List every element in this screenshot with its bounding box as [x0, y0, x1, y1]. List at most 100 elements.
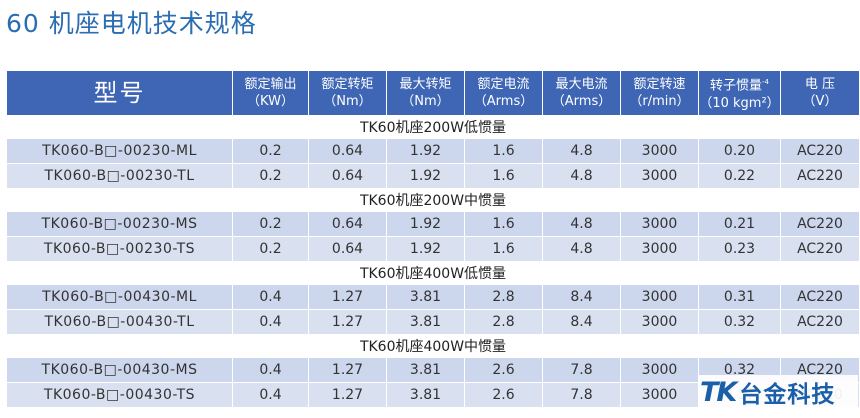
model-cell: TK060-B□-00230-TS — [6, 236, 233, 262]
header-label: 额定转速 — [633, 77, 686, 92]
spec-cell: AC220 — [780, 284, 860, 310]
spec-cell: 3000 — [620, 309, 699, 335]
spec-cell: AC220 — [780, 163, 860, 189]
spec-cell: 3.81 — [386, 309, 465, 335]
header-max-current: 最大电流 （Arms） — [542, 70, 621, 116]
spec-cell: 0.2 — [232, 211, 309, 237]
spec-cell: 3000 — [620, 163, 699, 189]
header-label: 最大电流 — [555, 77, 608, 92]
spec-cell: AC220 — [780, 138, 860, 164]
spec-cell: 0.64 — [308, 163, 387, 189]
spec-cell: 0.4 — [232, 309, 309, 335]
group-title: TK60机座400W中惯量 — [6, 334, 860, 358]
spec-cell: 4.8 — [542, 138, 621, 164]
spec-cell: 0.32 — [698, 309, 781, 335]
header-unit: （KW） — [247, 94, 294, 109]
spec-cell: 0.21 — [698, 211, 781, 237]
spec-cell: 0.23 — [698, 236, 781, 262]
spec-cell: 1.6 — [464, 163, 543, 189]
spec-cell: 0.4 — [232, 284, 309, 310]
spec-cell: 0.64 — [308, 236, 387, 262]
group-row: TK60机座400W中惯量 — [6, 334, 860, 358]
spec-cell: 0.20 — [698, 138, 781, 164]
header-unit: （Arms） — [473, 94, 534, 109]
spec-cell: 8.4 — [542, 309, 621, 335]
spec-table: 型号 额定输出 （KW） 额定转矩 （Nm） 最大转矩 （Nm） 额定电流 （Arms）… — [6, 70, 860, 408]
header-rated-current: 额定电流 （Arms） — [464, 70, 543, 116]
model-cell: TK060-B□-00230-ML — [6, 138, 233, 164]
header-voltage: 电 压 （V） — [780, 70, 860, 116]
model-cell: TK060-B□-00430-MS — [6, 357, 233, 383]
header-label: 电 压 — [804, 77, 836, 92]
header-label: 最大转矩 — [399, 77, 452, 92]
header-label: 转子惯量 — [710, 78, 763, 94]
spec-cell: 0.31 — [698, 284, 781, 310]
table-row: TK060-B□-00230-TS 0.2 0.64 1.92 1.6 4.8 3000 0.… — [6, 236, 860, 262]
table-header-row: 型号 额定输出 （KW） 额定转矩 （Nm） 最大转矩 （Nm） 额定电流 （Arms）… — [6, 70, 860, 116]
header-unit: （10 kgm²） — [699, 95, 780, 111]
model-cell: TK060-B□-00230-MS — [6, 211, 233, 237]
spec-cell: 3.81 — [386, 284, 465, 310]
group-row: TK60机座400W低惯量 — [6, 261, 860, 285]
spec-cell: 0.64 — [308, 138, 387, 164]
header-model: 型号 — [6, 70, 233, 116]
spec-cell: 1.92 — [386, 138, 465, 164]
spec-cell: 4.8 — [542, 163, 621, 189]
header-rated-torque: 额定转矩 （Nm） — [308, 70, 387, 116]
group-title: TK60机座200W中惯量 — [6, 188, 860, 212]
spec-cell: 1.6 — [464, 211, 543, 237]
model-cell: TK060-B□-00430-TL — [6, 309, 233, 335]
model-cell: TK060-B□-00430-TS — [6, 382, 233, 408]
spec-cell: 3000 — [620, 382, 699, 408]
spec-cell: 3000 — [620, 138, 699, 164]
spec-cell: 7.8 — [542, 382, 621, 408]
header-rated-output: 额定输出 （KW） — [232, 70, 309, 116]
table-row: TK060-B□-00230-MS 0.2 0.64 1.92 1.6 4.8 3000 0.… — [6, 211, 860, 237]
spec-cell: 0.2 — [232, 236, 309, 262]
group-title: TK60机座400W低惯量 — [6, 261, 860, 285]
header-label: 额定输出 — [244, 77, 297, 92]
header-unit: （Nm） — [323, 94, 372, 109]
spec-cell: 4.8 — [542, 211, 621, 237]
spec-cell: 2.8 — [464, 309, 543, 335]
table-row: TK060-B□-00230-TL 0.2 0.64 1.92 1.6 4.8 3000 0.… — [6, 163, 860, 189]
spec-cell: 1.92 — [386, 211, 465, 237]
spec-cell: 0.4 — [232, 382, 309, 408]
table-row: TK060-B□-00230-ML 0.2 0.64 1.92 1.6 4.8 3000 0.… — [6, 138, 860, 164]
header-label: 额定转矩 — [321, 77, 374, 92]
spec-cell: 3.81 — [386, 382, 465, 408]
model-cell: TK060-B□-00230-TL — [6, 163, 233, 189]
header-exponent: -4 — [762, 78, 769, 87]
spec-cell: 7.8 — [542, 357, 621, 383]
spec-cell: 3.81 — [386, 357, 465, 383]
page-title: 60 机座电机技术规格 — [6, 9, 257, 38]
spec-cell: 0.2 — [232, 138, 309, 164]
header-unit: （Arms） — [551, 94, 612, 109]
spec-cell: 0.22 — [698, 163, 781, 189]
logo-mark: TK — [700, 376, 737, 408]
table-row: TK060-B□-00430-MS 0.4 1.27 3.81 2.6 7.8 3000 0.… — [6, 357, 860, 383]
spec-cell: AC220 — [780, 211, 860, 237]
group-row: TK60机座200W低惯量 — [6, 115, 860, 139]
header-rated-speed: 额定转速 （r/min） — [620, 70, 699, 116]
spec-cell: 1.6 — [464, 138, 543, 164]
spec-cell: 1.6 — [464, 236, 543, 262]
spec-cell: 3000 — [620, 357, 699, 383]
logo-text: 台金科技 — [739, 382, 836, 408]
spec-cell: 4.8 — [542, 236, 621, 262]
spec-cell: 2.6 — [464, 357, 543, 383]
spec-cell: 2.6 — [464, 382, 543, 408]
model-cell: TK060-B□-00430-ML — [6, 284, 233, 310]
header-max-torque: 最大转矩 （Nm） — [386, 70, 465, 116]
spec-cell: 1.27 — [308, 357, 387, 383]
spec-cell: 0.4 — [232, 357, 309, 383]
group-title: TK60机座200W低惯量 — [6, 115, 860, 139]
table-row: TK060-B□-00430-TL 0.4 1.27 3.81 2.8 8.4 3000 0.… — [6, 309, 860, 335]
header-unit: （Nm） — [401, 94, 450, 109]
spec-cell: 1.27 — [308, 284, 387, 310]
header-unit: （V） — [802, 94, 838, 109]
table-body: TK60机座200W低惯量 TK060-B□-00230-ML 0.2 0.64 1.9… — [6, 115, 860, 408]
spec-cell: 3000 — [620, 284, 699, 310]
table-row: TK060-B□-00430-ML 0.4 1.27 3.81 2.8 8.4 3000 0.… — [6, 284, 860, 310]
header-label: 额定电流 — [477, 77, 530, 92]
